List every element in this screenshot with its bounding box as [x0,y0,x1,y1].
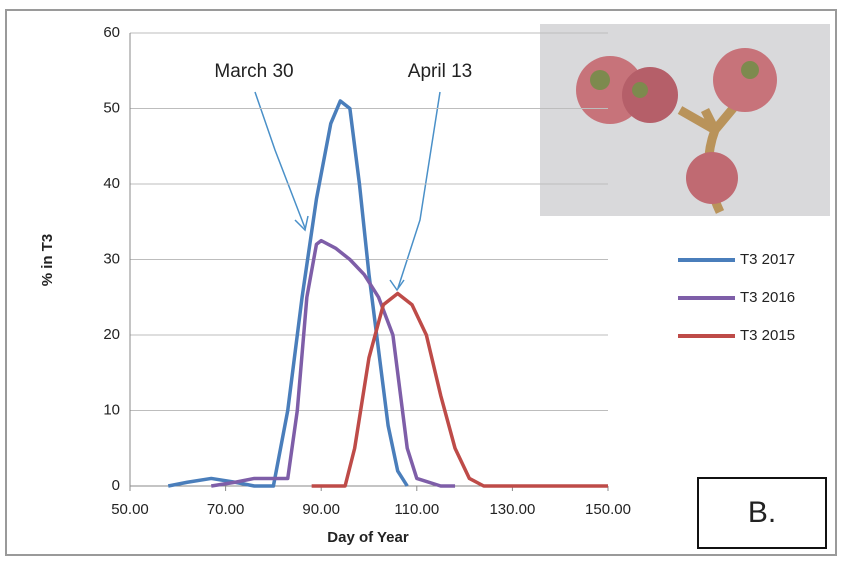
panel-box [697,477,827,549]
series-line [311,291,608,488]
series-line [210,238,456,488]
annotation: April 13 [408,61,472,82]
x-tick-label: 90.00 [302,501,340,518]
legend-label: T3 2016 [740,289,795,306]
y-tick-label: 0 [112,477,120,494]
annotation: March 30 [214,61,293,82]
arrows [254,91,441,292]
panel-label: B. [748,496,776,529]
legend-label: T3 2017 [740,251,795,268]
x-tick-label: 150.00 [585,501,631,518]
y-tick-label: 20 [103,326,120,343]
photo-inset [540,24,830,216]
y-tick-label: 50 [103,99,120,116]
x-tick-label: 130.00 [489,501,535,518]
y-tick-label: 30 [103,250,120,267]
legend-label: T3 2015 [740,327,795,344]
y-tick-label: 60 [103,24,120,41]
y-axis-title: % in T3 [39,234,56,287]
x-axis-title: Day of Year [327,529,409,546]
x-tick-label: 70.00 [207,501,245,518]
x-tick-label: 110.00 [394,501,439,518]
y-tick-label: 40 [103,175,120,192]
y-tick-label: 10 [103,401,120,418]
x-tick-label: 50.00 [111,501,149,518]
